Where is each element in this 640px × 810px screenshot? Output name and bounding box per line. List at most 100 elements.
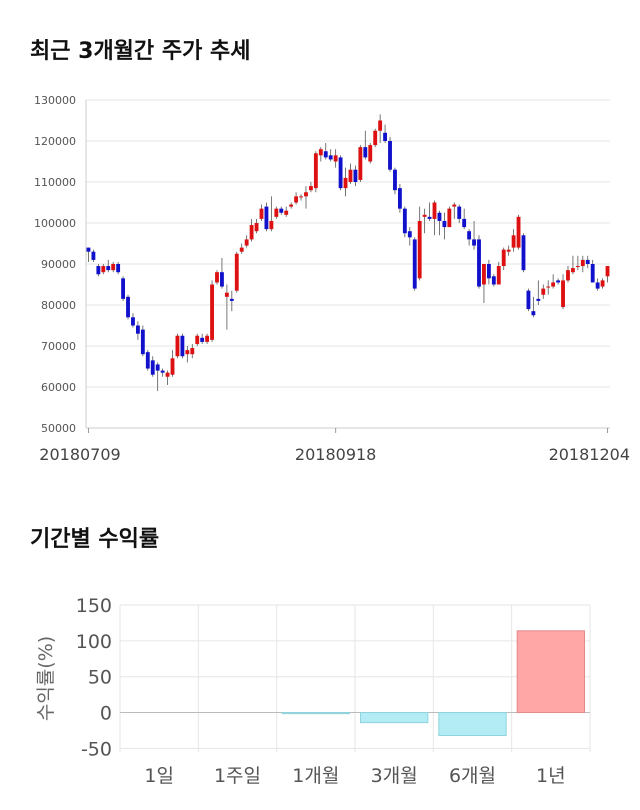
candle-body bbox=[467, 231, 472, 240]
candle-body bbox=[249, 225, 254, 240]
y-tick-label: 110000 bbox=[34, 176, 76, 189]
candle-body bbox=[531, 311, 536, 316]
candle-body bbox=[388, 141, 392, 170]
candle-body bbox=[590, 264, 595, 283]
candle-body bbox=[585, 259, 590, 264]
return-bar bbox=[516, 630, 586, 714]
candle-body bbox=[521, 235, 526, 271]
candlestick-chart: 50000 60000 70000 80000 90000 100000 110000 120… bbox=[34, 94, 630, 464]
candle-body bbox=[363, 147, 368, 158]
candle-body bbox=[86, 247, 91, 252]
candle-body bbox=[526, 290, 531, 310]
candle-body bbox=[566, 270, 570, 281]
returns-bar-chart: 150 100 50 0 -50 1일 1주일 1개월 3개월 6개월 1년 수익률(%) bbox=[35, 595, 591, 787]
candle-body bbox=[442, 220, 447, 228]
y-tick-label: 90000 bbox=[41, 258, 76, 271]
candle-body bbox=[234, 253, 239, 291]
candle-body bbox=[254, 223, 259, 232]
candle-body bbox=[195, 335, 200, 344]
y-tick-label: 80000 bbox=[41, 299, 76, 312]
candle-body bbox=[546, 286, 551, 288]
candle-body bbox=[96, 266, 101, 275]
y-tick-label: 100000 bbox=[34, 217, 76, 230]
candle-body bbox=[299, 196, 303, 198]
y-tick-label: 50 bbox=[88, 667, 112, 689]
x-tick-label: 1일 bbox=[144, 765, 174, 787]
candle-body bbox=[506, 249, 511, 252]
candle-body bbox=[145, 352, 150, 369]
candle-body bbox=[175, 335, 180, 357]
candle-body bbox=[432, 202, 437, 219]
candle-body bbox=[422, 214, 427, 217]
candle-body bbox=[496, 266, 501, 285]
candle-body bbox=[165, 372, 170, 377]
candle-body bbox=[323, 151, 328, 158]
candle-body bbox=[407, 231, 412, 238]
candle-body bbox=[397, 188, 402, 209]
x-tick-label: 1년 bbox=[536, 765, 566, 787]
candle-body bbox=[279, 208, 284, 213]
candle-body bbox=[106, 266, 111, 271]
candle-body bbox=[570, 268, 575, 273]
candle-body bbox=[308, 186, 313, 191]
candle-body bbox=[477, 239, 481, 287]
return-bar bbox=[281, 712, 351, 715]
candle-body bbox=[91, 251, 96, 260]
candle-body bbox=[180, 335, 185, 357]
candle-body bbox=[595, 282, 600, 289]
x-tick-label: 1개월 bbox=[292, 765, 339, 787]
candle-body bbox=[210, 284, 214, 340]
x-tick-label: 6개월 bbox=[449, 765, 496, 787]
candle-body bbox=[373, 130, 378, 146]
candle-body bbox=[101, 266, 106, 273]
candle-body bbox=[155, 364, 160, 371]
candle-body bbox=[289, 204, 294, 207]
candle-body bbox=[343, 177, 348, 189]
candle-body bbox=[160, 370, 165, 373]
candle-body bbox=[452, 204, 457, 207]
candle-body bbox=[575, 266, 580, 268]
x-tick-label: 20181204 bbox=[549, 445, 630, 464]
candle-body bbox=[437, 212, 442, 221]
y-tick-label: 150 bbox=[76, 595, 112, 617]
candle-body bbox=[417, 220, 422, 279]
x-tick-label: 20180918 bbox=[295, 445, 376, 464]
candle-body bbox=[516, 216, 521, 248]
candle-body bbox=[284, 210, 289, 215]
candle-body bbox=[412, 239, 417, 289]
candle-body bbox=[378, 120, 383, 131]
candle-body bbox=[150, 360, 155, 375]
x-tick-label: 1주일 bbox=[214, 765, 261, 787]
candle-body bbox=[338, 157, 343, 189]
x-tick-label: 3개월 bbox=[371, 765, 418, 787]
candle-body bbox=[348, 169, 353, 182]
candle-body bbox=[274, 208, 279, 217]
candle-body bbox=[328, 155, 333, 160]
candle-body bbox=[190, 348, 195, 355]
y-tick-label: 50000 bbox=[41, 422, 76, 435]
candle-body bbox=[551, 282, 556, 287]
candle-body bbox=[170, 358, 175, 375]
candle-body bbox=[121, 278, 126, 299]
candle-body bbox=[486, 264, 491, 279]
candle-body bbox=[200, 337, 205, 342]
period-returns-title: 기간별 수익률 bbox=[30, 527, 160, 552]
candle-body bbox=[140, 329, 145, 355]
candle-body bbox=[368, 145, 373, 162]
candle-body bbox=[304, 192, 308, 197]
candle-body bbox=[239, 247, 244, 252]
candle-body bbox=[472, 239, 476, 246]
candle-body bbox=[383, 132, 388, 141]
return-bar bbox=[359, 712, 429, 724]
stock-trend-title: 최근 3개월간 주가 추세 bbox=[30, 39, 251, 64]
candle-body bbox=[229, 298, 234, 301]
x-tick-label: 20180709 bbox=[39, 445, 120, 464]
candle-body bbox=[185, 350, 190, 355]
candle-body bbox=[447, 208, 452, 228]
candle-body bbox=[605, 266, 610, 277]
candle-body bbox=[126, 296, 130, 318]
candle-body bbox=[556, 280, 561, 283]
candle-body bbox=[244, 239, 249, 246]
candle-body bbox=[457, 206, 462, 219]
candle-body bbox=[462, 218, 467, 228]
